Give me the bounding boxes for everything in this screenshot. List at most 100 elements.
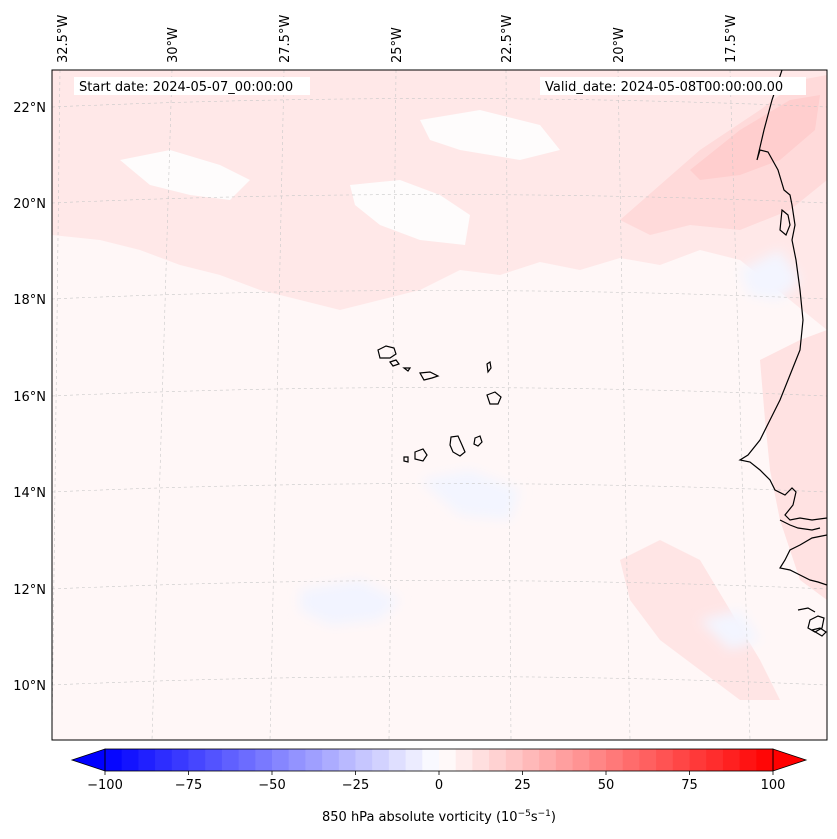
coastline: [377, 70, 827, 637]
colorbar-bin: [706, 749, 724, 771]
vorticity-calm-patch: [120, 150, 250, 200]
graticule-meridian: [388, 70, 397, 740]
coastline-cape-verde-maio: [473, 435, 483, 447]
graticule-parallel: [52, 676, 827, 686]
colorbar-bin: [288, 749, 306, 771]
colorbar-bin: [589, 749, 607, 771]
colorbar-bin: [105, 749, 123, 771]
lon-label: 22.5°W: [500, 15, 515, 63]
colorbar-bin: [221, 749, 239, 771]
vorticity-negative-patch: [700, 610, 760, 650]
graticule-meridian: [151, 70, 173, 740]
colorbar-bin: [756, 749, 774, 771]
colorbar: −100 −75 −50 −25 0 25 50 75 100 850 hPa absolute…: [70, 748, 808, 825]
graticule-parallel: [52, 387, 827, 397]
colorbar-bin: [672, 749, 690, 771]
lat-label: 22°N: [13, 101, 46, 116]
lon-label: 30°W: [166, 27, 181, 63]
colorbar-ticks: −100 −75 −50 −25 0 25 50 75 100: [87, 771, 785, 793]
start-date-label: Start date: 2024-05-07_00:00:00: [79, 80, 293, 95]
colorbar-tick-label: 50: [598, 778, 615, 793]
coastline-bissau: [779, 519, 821, 531]
lat-label: 20°N: [13, 197, 46, 212]
latitude-labels: 22°N 20°N 18°N 16°N 14°N 12°N 10°N: [13, 101, 46, 694]
valid-date-box: [540, 77, 806, 95]
colorbar-tick-label: −25: [342, 778, 369, 793]
valid-date-label: Valid_date: 2024-05-08T00:00:00.00: [545, 80, 783, 95]
vorticity-negative-patch: [300, 580, 400, 625]
colorbar-bin: [739, 749, 757, 771]
colorbar-bin: [188, 749, 206, 771]
lat-label: 10°N: [13, 679, 46, 694]
colorbar-bin: [338, 749, 356, 771]
vorticity-field: [52, 70, 827, 700]
graticule-parallel: [52, 194, 827, 204]
lon-label: 17.5°W: [724, 15, 739, 63]
colorbar-bin: [555, 749, 573, 771]
colorbar-bin: [171, 749, 189, 771]
colorbar-bin: [639, 749, 657, 771]
colorbar-bin: [238, 749, 256, 771]
longitude-labels: 32.5°W 30°W 27.5°W 25°W 22.5°W 20°W 17.5…: [56, 15, 739, 63]
colorbar-bin: [622, 749, 640, 771]
colorbar-extend-low: [70, 748, 106, 772]
colorbar-bin: [255, 749, 273, 771]
colorbar-bin: [305, 749, 323, 771]
colorbar-label-mid: s: [531, 810, 538, 825]
colorbar-tick-label: −75: [175, 778, 202, 793]
lon-label: 25°W: [390, 27, 405, 63]
colorbar-bin: [322, 749, 340, 771]
colorbar-tick-label: 100: [761, 778, 786, 793]
vorticity-negative-patch: [740, 250, 800, 300]
vorticity-band-east: [760, 330, 827, 600]
colorbar-bin: [522, 749, 540, 771]
coastline-cape-verde-sao-vicente: [389, 359, 400, 367]
colorbar-bin: [489, 749, 507, 771]
lat-label: 18°N: [13, 293, 46, 308]
map-frame: [51, 69, 828, 741]
colorbar-bins: [105, 749, 774, 771]
colorbar-bin: [422, 749, 440, 771]
vorticity-negative-patch: [420, 470, 520, 520]
colorbar-tick-label: −50: [258, 778, 285, 793]
graticule-parallel: [52, 580, 827, 590]
lon-label: 20°W: [612, 27, 627, 63]
graticule-parallel: [52, 290, 827, 300]
graticule-meridian: [729, 70, 751, 740]
colorbar-bin: [155, 749, 173, 771]
colorbar-bin: [205, 749, 223, 771]
coastline-africa-south: [779, 534, 827, 586]
vorticity-band-coastal-core: [690, 95, 820, 180]
colorbar-bin: [539, 749, 557, 771]
colorbar-bin: [722, 749, 740, 771]
coastline-islands: [797, 607, 827, 637]
colorbar-label-prefix: 850 hPa absolute vorticity (10: [322, 810, 518, 825]
coastline-cape-verde-santiago: [449, 435, 466, 457]
lat-label: 12°N: [13, 583, 46, 598]
map-panel: Start date: 2024-05-07_00:00:00 Valid_da…: [51, 69, 828, 741]
colorbar-label-exp1: −5: [518, 809, 531, 819]
graticule-parallel: [52, 98, 827, 108]
graticule: [52, 70, 827, 740]
colorbar-label: 850 hPa absolute vorticity (10−5s−1): [322, 809, 556, 825]
colorbar-bin: [689, 749, 707, 771]
graticule-parallel: [52, 483, 827, 493]
colorbar-bin: [472, 749, 490, 771]
colorbar-bin: [656, 749, 674, 771]
coastline-cape-verde-boa-vista: [486, 391, 502, 405]
colorbar-tick-label: −100: [87, 778, 123, 793]
colorbar-label-exp2: −1: [538, 809, 551, 819]
graticule-meridian: [269, 70, 285, 740]
coastline-cape-verde-santo-antao: [377, 345, 397, 359]
colorbar-bin: [388, 749, 406, 771]
coastline-cape-verde-sao-nicolau: [419, 371, 440, 381]
lon-label: 32.5°W: [56, 15, 71, 63]
vorticity-calm-patch: [420, 110, 560, 160]
colorbar-extend-high: [772, 748, 808, 772]
colorbar-bin: [138, 749, 156, 771]
colorbar-bin: [505, 749, 523, 771]
colorbar-bin: [572, 749, 590, 771]
colorbar-bin: [355, 749, 373, 771]
lat-label: 14°N: [13, 486, 46, 501]
